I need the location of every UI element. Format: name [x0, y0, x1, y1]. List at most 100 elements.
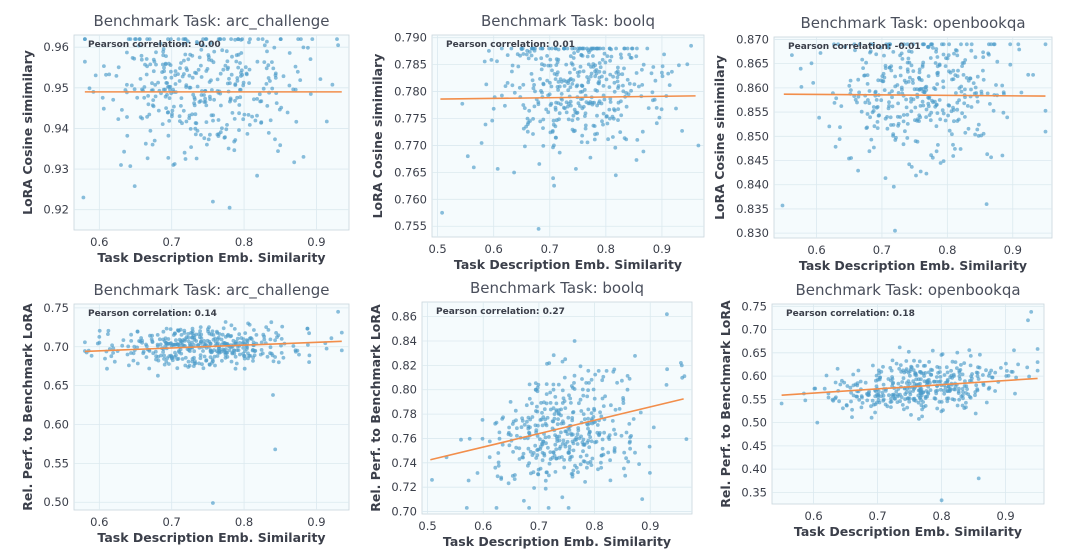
scatter-point-371: [634, 71, 639, 75]
scatter-point-354: [834, 96, 839, 101]
scatter-point-154: [799, 85, 804, 89]
scatter-point-156: [154, 50, 158, 55]
scatter-point-303: [507, 425, 511, 430]
scatter-point-399: [177, 350, 182, 355]
scatter-point-195: [903, 392, 908, 397]
scatter-point-285: [579, 97, 583, 101]
scatter-point-303: [666, 71, 671, 76]
scatter-point-134: [653, 78, 658, 83]
scatter-point-257: [931, 46, 935, 50]
scatter-point-368: [153, 83, 158, 87]
scatter-point-319: [909, 96, 913, 101]
scatter-point-81: [551, 353, 556, 358]
scatter-point-326: [881, 364, 885, 369]
scatter-point-229: [183, 355, 188, 360]
scatter-point-227: [235, 79, 240, 83]
scatter-point-273: [536, 102, 541, 107]
scatter-point-217: [619, 113, 624, 118]
scatter-point-402: [536, 227, 541, 231]
scatter-point-250: [511, 419, 516, 424]
scatter-point-261: [548, 457, 553, 461]
scatter-point-265: [611, 116, 616, 121]
scatter-point-356: [236, 52, 241, 57]
scatter-point-338: [949, 109, 954, 114]
scatter-point-294: [607, 433, 612, 438]
scatter-point-16: [202, 136, 207, 141]
scatter-point-102: [187, 73, 192, 78]
scatter-point-172: [881, 71, 886, 76]
scatter-point-397: [538, 437, 542, 442]
scatter-point-382: [1043, 42, 1048, 47]
scatter-point-11: [883, 176, 888, 181]
scatter-point-301: [941, 52, 946, 57]
scatter-point-369: [612, 80, 617, 85]
scatter-point-220: [208, 94, 212, 99]
scatter-point-55: [576, 101, 581, 106]
scatter-point-251: [563, 406, 568, 410]
scatter-point-174: [1035, 360, 1040, 364]
scatter-point-174: [667, 83, 672, 87]
scatter-point-280: [460, 101, 465, 106]
scatter-point-325: [179, 333, 184, 337]
scatter-point-311: [522, 106, 527, 110]
y-tick-label-4: 0.775: [394, 111, 427, 125]
scatter-point-69: [176, 37, 181, 41]
scatter-point-246: [579, 83, 584, 88]
scatter-point-279: [140, 87, 144, 92]
scatter-point-70: [943, 118, 948, 123]
scatter-point-53: [879, 98, 884, 103]
scatter-point-275: [600, 74, 604, 79]
scatter-point-230: [696, 143, 701, 148]
scatter-point-87: [548, 450, 553, 454]
scatter-point-317: [963, 115, 967, 119]
x-axis-label: Task Description Emb. Similarity: [443, 534, 671, 549]
scatter-point-159: [505, 81, 510, 85]
scatter-point-381: [211, 199, 215, 204]
scatter-point-298: [929, 367, 933, 372]
scatter-point-129: [145, 64, 150, 69]
scatter-point-339: [1013, 391, 1017, 396]
scatter-point-327: [265, 49, 269, 54]
scatter-point-399: [905, 387, 909, 391]
scatter-point-383: [172, 331, 177, 336]
scatter-point-170: [170, 108, 175, 113]
scatter-point-76: [593, 132, 597, 137]
scatter-point-239: [153, 94, 158, 99]
scatter-point-271: [629, 56, 634, 60]
scatter-point-222: [612, 450, 617, 454]
scatter-point-306: [598, 65, 603, 70]
scatter-point-285: [235, 76, 240, 80]
scatter-point-283: [179, 96, 184, 100]
scatter-point-286: [542, 63, 547, 68]
scatter-point-299: [589, 71, 594, 76]
scatter-point-76: [832, 42, 836, 47]
scatter-point-388: [557, 455, 562, 460]
scatter-point-386: [568, 85, 573, 90]
scatter-point-374: [594, 71, 599, 76]
scatter-point-116: [547, 473, 551, 478]
scatter-point-223: [522, 422, 527, 427]
scatter-point-316: [917, 113, 922, 118]
scatter-point-176: [125, 115, 129, 119]
scatter-point-250: [169, 75, 174, 80]
scatter-point-268: [512, 90, 517, 95]
scatter-point-18: [865, 112, 870, 116]
scatter-point-73: [581, 449, 585, 454]
scatter-point-301: [613, 145, 618, 150]
scatter-point-391: [281, 355, 286, 360]
x-tick-label-1: 0.7: [163, 235, 181, 249]
scatter-point-319: [993, 389, 997, 393]
scatter-point-214: [566, 88, 571, 93]
scatter-point-290: [132, 87, 137, 92]
scatter-point-123: [952, 119, 956, 124]
scatter-point-391: [622, 66, 626, 71]
scatter-point-370: [926, 74, 931, 78]
scatter-point-280: [535, 385, 540, 390]
scatter-point-129: [238, 352, 242, 357]
scatter-point-389: [602, 97, 607, 102]
scatter-point-340: [917, 119, 921, 123]
scatter-point-308: [239, 38, 243, 42]
scatter-point-161: [905, 42, 910, 47]
scatter-point-179: [291, 87, 296, 92]
scatter-point-401: [273, 447, 278, 452]
